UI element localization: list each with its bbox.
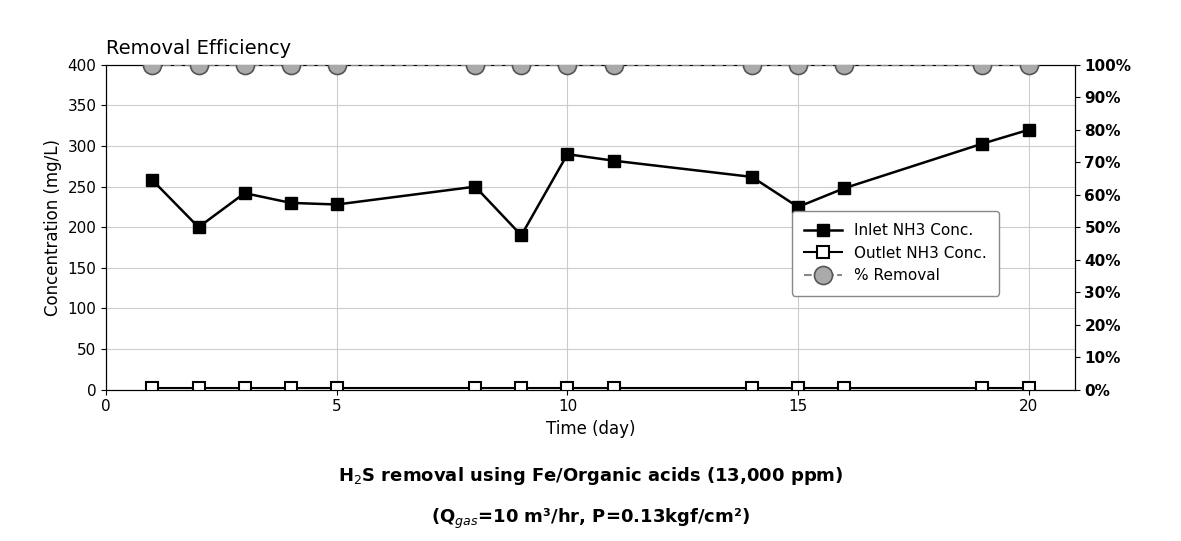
- Legend: Inlet NH3 Conc., Outlet NH3 Conc., % Removal: Inlet NH3 Conc., Outlet NH3 Conc., % Rem…: [791, 211, 999, 295]
- Y-axis label: Concentration (mg/L): Concentration (mg/L): [44, 138, 63, 316]
- Text: H$_2$S removal using Fe/Organic acids (13,000 ppm): H$_2$S removal using Fe/Organic acids (1…: [338, 465, 843, 487]
- Text: Removal Efficiency: Removal Efficiency: [106, 39, 292, 58]
- X-axis label: Time (day): Time (day): [546, 420, 635, 438]
- Text: (Q$_{gas}$=10 m³/hr, P=0.13kgf/cm²): (Q$_{gas}$=10 m³/hr, P=0.13kgf/cm²): [431, 507, 750, 531]
